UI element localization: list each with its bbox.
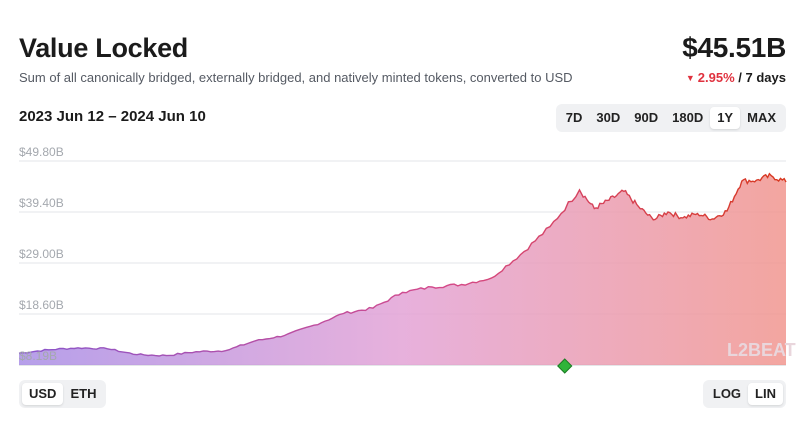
- y-tick-label: $39.40B: [19, 196, 64, 210]
- change-period: / 7 days: [738, 70, 786, 85]
- chart-subtitle: Sum of all canonically bridged, external…: [19, 70, 573, 85]
- chart-area: [19, 173, 786, 365]
- y-tick-label: $29.00B: [19, 247, 64, 261]
- value-change: ▼ 2.95% / 7 days: [686, 70, 786, 85]
- range-90d-button[interactable]: 90D: [634, 110, 659, 125]
- value-locked-chart: $49.80B $39.40B $29.00B $18.60B $8.19B L2BEA…: [18, 145, 796, 374]
- y-tick-label: $49.80B: [19, 145, 64, 159]
- scale-selector: LOG LIN: [702, 380, 786, 408]
- event-marker-diamond-icon[interactable]: [557, 358, 573, 374]
- date-range: 2023 Jun 12 – 2024 Jun 10: [19, 108, 206, 125]
- chart-title: Value Locked: [19, 33, 188, 63]
- currency-eth-button[interactable]: ETH: [70, 386, 97, 401]
- watermark-logo: L2BEAT: [727, 340, 796, 360]
- scale-lin-button[interactable]: LIN: [748, 383, 783, 405]
- time-range-selector: 7D 30D 90D 180D 1Y MAX: [555, 104, 786, 132]
- range-7d-button[interactable]: 7D: [565, 110, 583, 125]
- change-percent: 2.95%: [697, 70, 735, 85]
- y-axis-ticks: $49.80B $39.40B $29.00B $18.60B $8.19B: [19, 145, 64, 363]
- down-triangle-icon: ▼: [685, 73, 695, 83]
- total-value: $45.51B: [682, 32, 786, 63]
- range-1y-button[interactable]: 1Y: [710, 107, 741, 129]
- range-30d-button[interactable]: 30D: [596, 110, 621, 125]
- currency-selector: USD ETH: [19, 380, 107, 408]
- range-max-button[interactable]: MAX: [747, 110, 776, 125]
- scale-log-button[interactable]: LOG: [712, 386, 742, 401]
- y-tick-label: $8.19B: [19, 349, 57, 363]
- currency-usd-button[interactable]: USD: [22, 383, 64, 405]
- chart-series-line: [18, 172, 787, 357]
- y-tick-label: $18.60B: [19, 298, 64, 312]
- range-180d-button[interactable]: 180D: [672, 110, 704, 125]
